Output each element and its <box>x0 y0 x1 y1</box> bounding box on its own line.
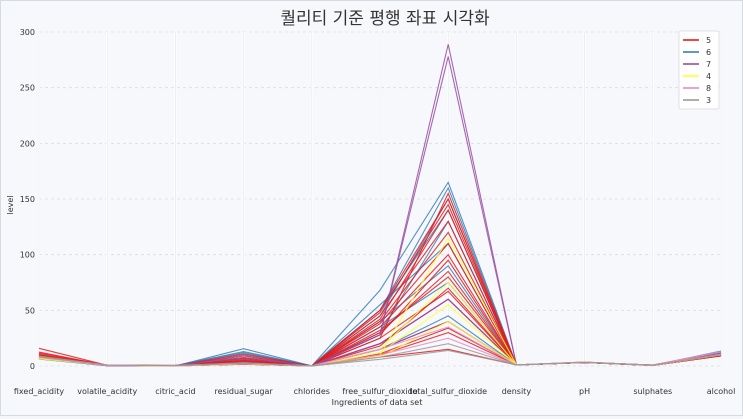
y-axis-label: level <box>6 195 15 214</box>
legend-entry: 6 <box>706 48 711 57</box>
chart-title: 퀄리티 기준 평행 좌표 시각화 <box>280 9 490 29</box>
y-tick-label: 100 <box>20 251 35 260</box>
y-tick-label: 50 <box>25 306 35 315</box>
x-tick-label: volatile_acidity <box>77 387 137 396</box>
x-tick-label: free_sulfur_dioxide <box>342 387 417 396</box>
x-axis-label: Ingredients of data set <box>332 398 423 407</box>
series-line-3 <box>38 349 722 367</box>
legend-entry: 3 <box>706 96 711 105</box>
legend: 5 6 7 4 8 3 <box>678 30 720 110</box>
x-tick-label: residual_sugar <box>214 387 273 396</box>
y-tick-label: 300 <box>20 28 35 37</box>
y-tick-label: 150 <box>20 195 35 204</box>
x-tick-label: sulphates <box>633 387 672 396</box>
x-tick-label: alcohol <box>707 387 736 396</box>
legend-entry: 7 <box>706 60 711 69</box>
legend-entry: 5 <box>706 36 711 45</box>
x-tick-label: fixed_acidity <box>14 387 64 396</box>
x-tick-label: density <box>502 387 532 396</box>
legend-box <box>678 30 720 110</box>
legend-entry: 4 <box>706 72 711 81</box>
legend-entry: 8 <box>706 84 711 93</box>
x-tick-label: pH <box>579 387 590 396</box>
data-lines <box>38 44 722 367</box>
x-tick-label: chlorides <box>294 387 330 396</box>
y-tick-label: 0 <box>30 362 35 371</box>
x-tick-label: citric_acid <box>155 387 195 396</box>
y-tick-label: 200 <box>20 139 35 148</box>
x-tick-label: total_sulfur_dioxide <box>409 387 487 396</box>
y-tick-label: 250 <box>20 84 35 93</box>
y-axis: 0 50 100 150 200 250 300 <box>20 28 35 371</box>
x-axis: fixed_acidity volatile_acidity citric_acid… <box>14 387 735 396</box>
